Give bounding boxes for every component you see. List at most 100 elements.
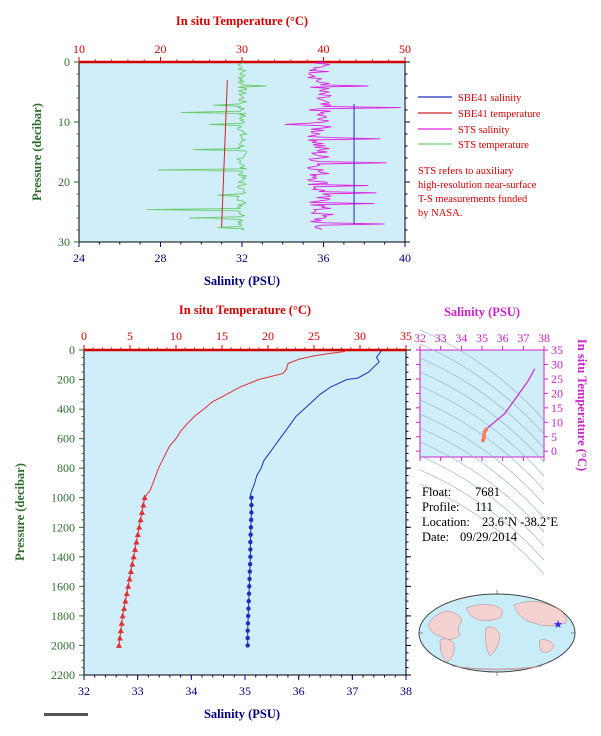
date-value: 09/29/2014 [460, 530, 518, 544]
salinity-marker [249, 502, 254, 508]
salinity-marker [247, 576, 252, 582]
lower-left-tick-label: 1600 [51, 579, 75, 593]
lower-left-tick-label: 1800 [51, 609, 75, 623]
salinity-marker [248, 539, 253, 545]
upper-bottom-tick-label: 36 [318, 251, 330, 265]
float-info: Float: 7681 Profile: 111 Location: 23.6˚… [422, 485, 558, 544]
temperature-marker [125, 583, 132, 589]
ts-density-contour [419, 385, 545, 477]
date-label: Date: [422, 530, 449, 544]
ts-top-tick-label: 38 [538, 331, 550, 345]
float-label: Float: [422, 485, 451, 499]
lower-top-tick-label: 15 [216, 329, 228, 343]
ts-top-tick-label: 32 [414, 331, 426, 345]
lower-left-tick-label: 200 [57, 373, 75, 387]
ts-density-contour [419, 455, 545, 547]
location-label: Location: [422, 515, 470, 529]
salinity-marker [248, 547, 253, 552]
upper-left-tick-label: 30 [58, 235, 70, 249]
ts-right-tick-label: 0 [551, 444, 557, 458]
upper-bottom-axis-title: Salinity (PSU) [204, 274, 280, 288]
upper-top-tick-label: 10 [73, 42, 85, 56]
salinity-marker [248, 517, 254, 523]
lower-left-tick-label: 600 [57, 432, 75, 446]
salinity-marker [245, 635, 250, 641]
upper-top-tick-label: 40 [318, 42, 330, 56]
ts-right-tick-label: 10 [551, 415, 563, 429]
lower-bottom-tick-label: 34 [185, 684, 197, 698]
ts-right-tick-label: 25 [551, 372, 563, 386]
upper-top-axis-title: In situ Temperature (°C) [176, 14, 308, 28]
ts-top-axis-title: Salinity (PSU) [444, 305, 520, 319]
lower-bottom-tick-label: 36 [293, 684, 305, 698]
lower-bottom-tick-label: 38 [400, 684, 412, 698]
ts-right-tick-label: 35 [551, 343, 563, 357]
sbe41-temperature-line [221, 79, 228, 228]
lower-left-tick-label: 2000 [51, 638, 75, 652]
ts-density-contour [419, 413, 545, 505]
lower-bottom-tick-label: 35 [239, 684, 251, 698]
temperature-marker [127, 568, 134, 574]
lower-left-tick-label: 0 [69, 343, 75, 357]
ts-top-tick-label: 33 [435, 331, 447, 345]
salinity-marker [248, 554, 253, 560]
upper-top-tick-label: 20 [155, 42, 167, 56]
upper-bottom-tick-label: 32 [236, 251, 248, 265]
temperature-marker [119, 612, 126, 619]
lower-plot-area [83, 349, 407, 676]
ts-density-contour [419, 371, 545, 463]
temperature-marker [126, 575, 133, 582]
lower-top-tick-label: 25 [308, 329, 320, 343]
world-map: ★ [418, 590, 576, 676]
salinity-marker [247, 562, 253, 567]
location-value: 23.6˚N -38.2˚E [482, 515, 558, 529]
lower-top-tick-label: 35 [400, 329, 412, 343]
upper-bottom-tick-label: 28 [155, 251, 167, 265]
lower-left-tick-label: 1200 [51, 520, 75, 534]
lower-top-tick-label: 0 [81, 329, 87, 343]
profile-label: Profile: [422, 500, 460, 514]
float-value: 7681 [475, 485, 500, 499]
upper-left-tick-label: 20 [58, 175, 70, 189]
temperature-marker [136, 524, 143, 530]
upper-legend: SBE41 salinity SBE41 temperature STS sal… [418, 93, 541, 219]
upper-left-tick-label: 10 [58, 115, 70, 129]
upper-top-tick-label: 50 [399, 42, 411, 56]
note-line-2: high-resolution near-surface [418, 180, 537, 191]
ts-top-tick-label: 37 [517, 331, 529, 345]
temperature-marker [117, 627, 124, 634]
salinity-marker [246, 598, 251, 604]
lower-top-tick-label: 30 [354, 329, 366, 343]
temperature-marker [132, 546, 139, 552]
temperature-marker [141, 494, 148, 501]
ts-density-contour [419, 399, 545, 491]
upper-bottom-tick-label: 40 [399, 251, 411, 265]
temperature-profile-line [118, 349, 347, 646]
note-line-3: T-S measurements funded [418, 194, 528, 205]
note-line-4: by NASA. [418, 208, 462, 219]
profile-value: 111 [475, 500, 493, 514]
ts-right-tick-label: 15 [551, 401, 563, 415]
ts-top-tick-label: 35 [476, 331, 488, 345]
salinity-marker [249, 495, 254, 500]
ts-right-tick-label: 5 [551, 430, 557, 444]
legend-label-sbe41-temperature: SBE41 temperature [458, 109, 541, 120]
ts-deep-marker [481, 438, 486, 443]
ts-density-contour [419, 343, 545, 435]
temperature-marker [134, 531, 141, 538]
lower-chart: 0 5 10 15 20 25 30 35 32 33 34 35 36 37 38 0 200 400 600 80… [13, 303, 412, 721]
salinity-marker [248, 525, 254, 530]
map-land [427, 601, 567, 671]
ts-density-contour [419, 469, 545, 561]
salinity-marker [246, 613, 251, 619]
temperature-marker [138, 509, 145, 515]
salinity-marker [245, 628, 250, 633]
salinity-marker [249, 510, 254, 515]
ts-density-contour [419, 357, 545, 449]
lower-top-tick-label: 20 [262, 329, 274, 343]
lower-left-tick-label: 2200 [51, 668, 75, 682]
lower-left-tick-label: 800 [57, 461, 75, 475]
